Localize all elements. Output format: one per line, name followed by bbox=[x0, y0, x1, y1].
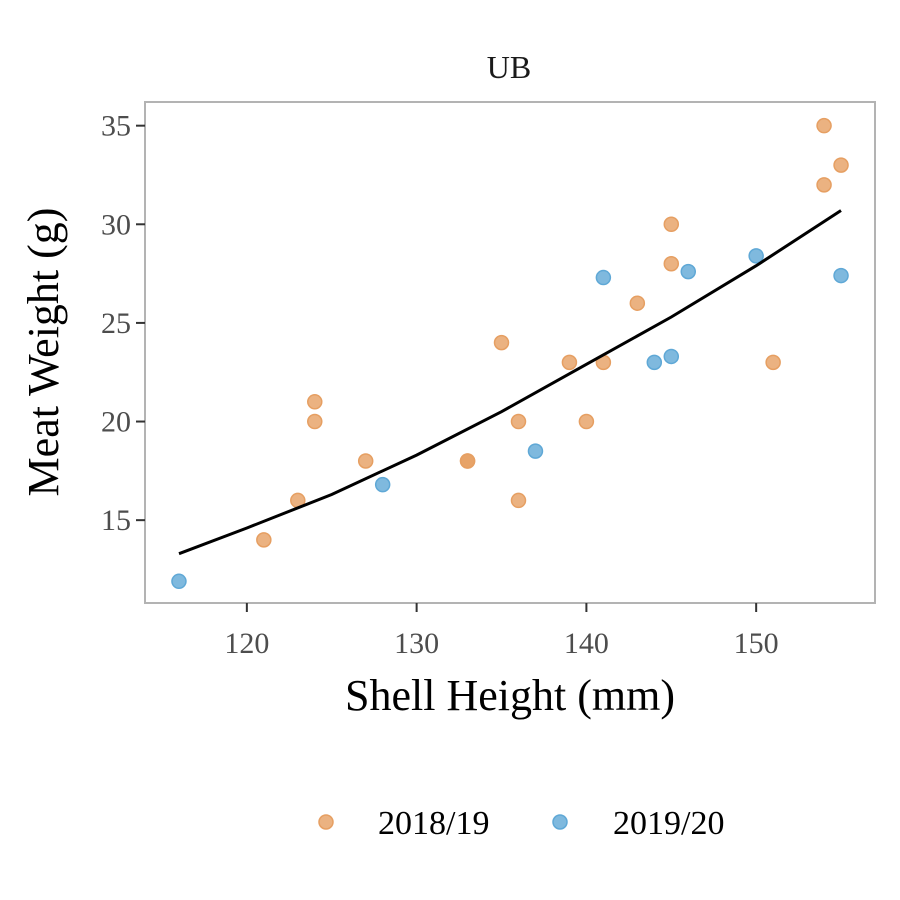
data-point-series-1 bbox=[510, 413, 527, 430]
data-point-series-1 bbox=[765, 354, 781, 371]
chart-title: UB bbox=[487, 49, 531, 85]
plot-panel-border bbox=[144, 101, 876, 604]
data-point-series-1 bbox=[307, 413, 323, 430]
data-point-series-2 bbox=[527, 443, 544, 459]
legend-label: 2019/20 bbox=[613, 805, 724, 842]
data-point-series-1 bbox=[663, 255, 680, 272]
data-point-series-2 bbox=[171, 573, 187, 590]
x-tick-label: 140 bbox=[564, 627, 609, 660]
legend-marker bbox=[318, 814, 334, 830]
data-point-series-1 bbox=[663, 216, 680, 233]
y-axis: 15 20 25 30 35 bbox=[101, 110, 145, 537]
x-axis: 120 130 140 150 bbox=[224, 603, 779, 660]
x-tick-label: 150 bbox=[734, 627, 779, 660]
x-tick-label: 130 bbox=[394, 627, 439, 660]
y-tick-label: 15 bbox=[101, 504, 131, 537]
data-point-series-1 bbox=[510, 492, 527, 509]
data-point-series-1 bbox=[816, 117, 832, 134]
x-axis-title: Shell Height (mm) bbox=[345, 671, 675, 720]
data-point-series-2 bbox=[663, 348, 680, 365]
data-point-series-1 bbox=[493, 334, 510, 351]
data-point-series-1 bbox=[561, 354, 578, 371]
data-point-series-1 bbox=[816, 177, 832, 193]
trend-line bbox=[178, 209, 842, 556]
data-point-series-1 bbox=[629, 295, 646, 311]
data-point-series-2 bbox=[374, 476, 391, 493]
x-tick-label: 120 bbox=[224, 627, 269, 660]
data-point-series-1 bbox=[256, 532, 272, 548]
data-point-series-2 bbox=[646, 354, 663, 371]
y-tick-label: 30 bbox=[101, 208, 131, 241]
legend-marker bbox=[552, 814, 568, 830]
y-tick-label: 35 bbox=[101, 110, 131, 143]
data-point-series-2 bbox=[680, 263, 697, 280]
data-point-series-1 bbox=[307, 394, 323, 410]
data-point-series-1 bbox=[459, 453, 476, 469]
legend-label: 2018/19 bbox=[378, 805, 489, 842]
legend: 2018/19 2019/20 bbox=[318, 805, 724, 842]
data-point-series-1 bbox=[833, 157, 849, 173]
data-point-series-2 bbox=[748, 248, 764, 264]
data-point-series-2 bbox=[595, 269, 612, 286]
y-tick-label: 25 bbox=[101, 307, 131, 340]
data-points bbox=[171, 117, 849, 590]
data-point-series-1 bbox=[357, 453, 374, 469]
y-tick-label: 20 bbox=[101, 406, 131, 439]
data-point-series-1 bbox=[578, 413, 595, 430]
y-axis-title: Meat Weight (g) bbox=[19, 208, 68, 497]
data-point-series-2 bbox=[833, 267, 849, 284]
